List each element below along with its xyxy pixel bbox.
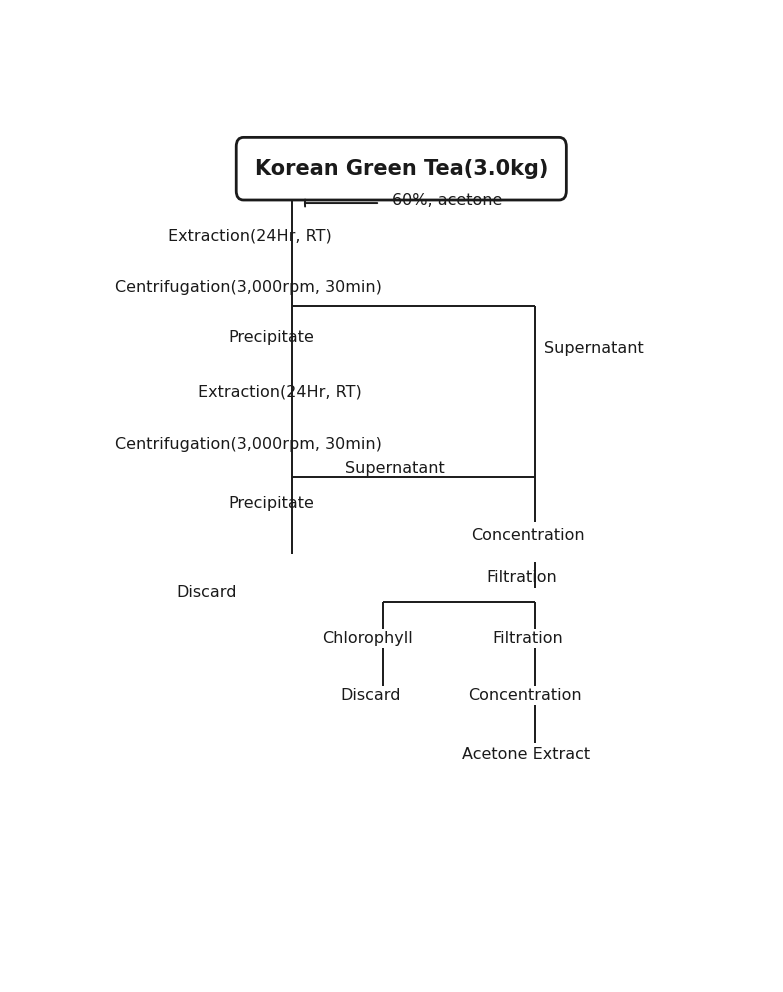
Text: Precipitate: Precipitate <box>229 496 314 511</box>
Text: Concentration: Concentration <box>471 528 585 543</box>
Text: 60%, acetone: 60%, acetone <box>392 193 503 208</box>
Text: Concentration: Concentration <box>468 688 582 703</box>
Text: Supernatant: Supernatant <box>345 460 446 475</box>
Text: Extraction(24Hr, RT): Extraction(24Hr, RT) <box>168 228 331 243</box>
Text: Filtration: Filtration <box>493 631 563 646</box>
Text: Precipitate: Precipitate <box>229 330 314 345</box>
Text: Supernatant: Supernatant <box>544 340 644 356</box>
Text: Extraction(24Hr, RT): Extraction(24Hr, RT) <box>198 384 362 399</box>
Text: Korean Green Tea(3.0kg): Korean Green Tea(3.0kg) <box>254 159 548 179</box>
FancyBboxPatch shape <box>236 137 566 200</box>
Text: Filtration: Filtration <box>486 569 557 585</box>
Text: Discard: Discard <box>177 585 237 600</box>
Text: Chlorophyll: Chlorophyll <box>323 631 413 646</box>
Text: Discard: Discard <box>341 688 401 703</box>
Text: Centrifugation(3,000rpm, 30min): Centrifugation(3,000rpm, 30min) <box>115 280 382 295</box>
Text: Acetone Extract: Acetone Extract <box>462 747 590 762</box>
Text: Centrifugation(3,000rpm, 30min): Centrifugation(3,000rpm, 30min) <box>115 436 382 452</box>
